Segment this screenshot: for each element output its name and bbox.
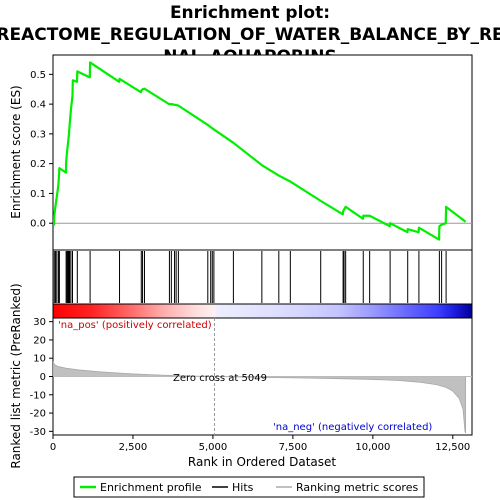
x-tick-label: 0 bbox=[50, 442, 56, 453]
es-tick-label: 0.0 bbox=[30, 219, 46, 230]
es-panel-frame bbox=[53, 55, 472, 250]
x-tick-label: 12,500 bbox=[435, 442, 470, 453]
na-pos-label: 'na_pos' (positively correlated) bbox=[58, 320, 212, 331]
legend-hits-label: Hits bbox=[232, 481, 254, 494]
es-tick-label: 0.2 bbox=[30, 159, 46, 170]
x-tick-label: 5,000 bbox=[199, 442, 228, 453]
es-tick-label: 0.1 bbox=[30, 189, 46, 200]
legend-enrichment-label: Enrichment profile bbox=[100, 481, 202, 494]
x-tick-label: 2,500 bbox=[119, 442, 148, 453]
es-tick-label: 0.4 bbox=[30, 100, 46, 111]
x-axis: 0 2,500 5,000 7,500 10,000 12,500 bbox=[50, 435, 470, 453]
hits-panel-frame bbox=[53, 250, 472, 304]
metric-tick-label: 30 bbox=[33, 317, 46, 328]
es-axis: 0.0 0.1 0.2 0.3 0.4 0.5 bbox=[30, 70, 53, 230]
metric-tick-label: 0 bbox=[40, 372, 46, 383]
ranking-heatmap-bar bbox=[53, 304, 472, 318]
x-tick-label: 7,500 bbox=[279, 442, 308, 453]
na-neg-label: 'na_neg' (negatively correlated) bbox=[273, 422, 432, 433]
legend-metric-label: Ranking metric scores bbox=[296, 481, 418, 494]
metric-tick-label: -20 bbox=[30, 409, 46, 420]
es-axis-title: Enrichment score (ES) bbox=[9, 85, 23, 218]
es-tick-label: 0.5 bbox=[30, 70, 46, 81]
metric-axis-title: Ranked list metric (PreRanked) bbox=[9, 283, 23, 468]
zero-cross-label: Zero cross at 5049 bbox=[173, 373, 267, 384]
chart-title-line-2: REACTOME_REGULATION_OF_WATER_BALANCE_BY_… bbox=[0, 25, 500, 45]
x-tick-label: 10,000 bbox=[355, 442, 390, 453]
chart-title-line-1: Enrichment plot: bbox=[170, 3, 330, 23]
x-axis-title: Rank in Ordered Dataset bbox=[188, 455, 336, 469]
es-tick-label: 0.3 bbox=[30, 129, 46, 140]
metric-tick-label: 20 bbox=[33, 335, 46, 346]
metric-tick-label: -30 bbox=[30, 427, 46, 438]
metric-tick-label: -10 bbox=[30, 390, 46, 401]
metric-tick-label: 10 bbox=[33, 354, 46, 365]
metric-axis: 30 20 10 0 -10 -20 -30 bbox=[30, 317, 53, 438]
